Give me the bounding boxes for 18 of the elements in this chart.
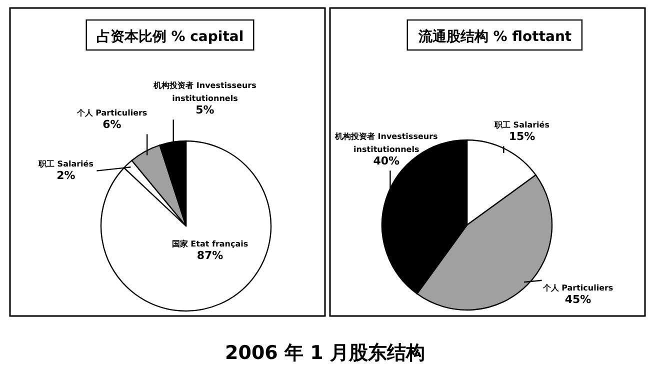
data-label: 45% <box>564 293 592 306</box>
data-label: 15% <box>508 130 536 144</box>
slice-label: 职工 Salariés <box>494 120 550 130</box>
pie-slice <box>100 140 272 312</box>
slice-label: 机构投资者 Investisseurs institutionnels <box>152 81 257 103</box>
chart-title: 流通股结构 % flottant <box>417 28 572 45</box>
chart-title: 占资本比例 % capital <box>96 29 244 45</box>
slice-label: 机构投资者 Investisseurs institutionnels <box>334 132 438 154</box>
data-label: 5% <box>196 104 214 117</box>
data-label: 2% <box>56 169 76 182</box>
slice-label: 个人 Particuliers <box>542 283 614 292</box>
data-label: 6% <box>102 118 122 132</box>
slice-label: 国家 Etat français <box>172 238 248 248</box>
data-label: 40% <box>373 154 400 168</box>
text: 2006 年 1 月股东结构 <box>225 342 425 364</box>
data-label: 87% <box>196 249 224 262</box>
slice-label: 职工 Salariés <box>38 159 94 168</box>
slice-label: 个人 Particuliers <box>76 108 148 118</box>
